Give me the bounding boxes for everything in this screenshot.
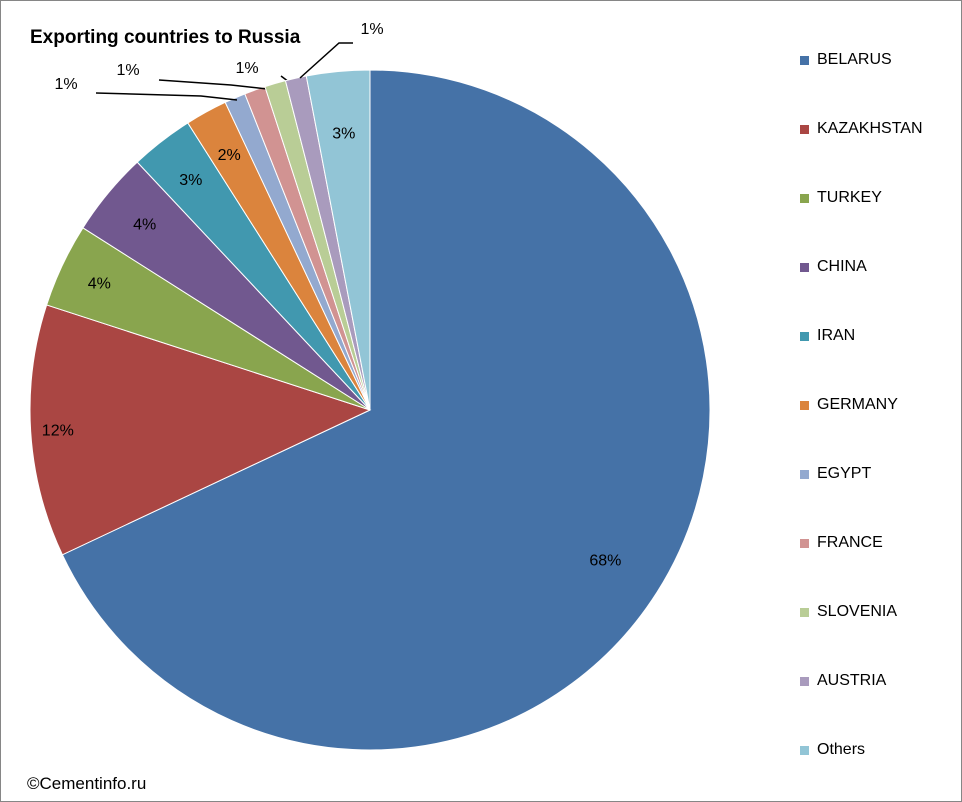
legend-swatch [800, 193, 809, 203]
legend-item-iran: IRAN [800, 325, 855, 347]
pie-slice-kazakhstan [29, 304, 372, 556]
legend-item-slovenia: SLOVENIA [800, 601, 897, 623]
legend-swatch [800, 331, 809, 341]
legend-item-austria: AUSTRIA [800, 670, 886, 692]
legend-item-egypt: EGYPT [800, 463, 871, 485]
legend-swatch [800, 538, 809, 548]
data-label-kazakhstan: 12% [42, 423, 74, 440]
legend-item-germany: GERMANY [800, 394, 898, 416]
legend-label: GERMANY [817, 396, 898, 413]
data-label-turkey: 4% [88, 276, 111, 293]
chart-title: Exporting countries to Russia [30, 27, 301, 48]
data-label-others: 3% [332, 125, 355, 142]
legend-label: AUSTRIA [817, 672, 887, 689]
legend-swatch [800, 262, 809, 272]
data-label-germany: 2% [218, 147, 241, 164]
legend-item-belarus: BELARUS [800, 49, 892, 71]
pie-slice-belarus [61, 69, 711, 751]
leader-line-france [158, 79, 268, 90]
legend-swatch [800, 400, 809, 410]
leader-line-egypt [95, 92, 238, 101]
legend-item-china: CHINA [800, 256, 867, 278]
legend-item-turkey: TURKEY [800, 187, 882, 209]
data-label-iran: 3% [179, 172, 202, 189]
legend-swatch [800, 469, 809, 479]
legend-swatch [800, 55, 809, 65]
legend-label: BELARUS [817, 51, 892, 68]
data-label-france: 1% [116, 62, 139, 79]
legend-swatch [800, 676, 809, 686]
data-label-china: 4% [133, 217, 156, 234]
data-label-belarus: 68% [589, 552, 621, 569]
leader-line-austria [299, 42, 353, 79]
legend-label: TURKEY [817, 189, 882, 206]
legend-label: SLOVENIA [817, 603, 898, 620]
legend-label: FRANCE [817, 534, 883, 551]
legend-swatch [800, 607, 809, 617]
data-label-austria: 1% [360, 21, 383, 38]
credit-text: ©Cementinfo.ru [27, 774, 147, 793]
legend-item-france: FRANCE [800, 532, 883, 554]
pie-slice-others [305, 69, 371, 411]
legend-label: Others [817, 741, 866, 758]
legend-item-others: Others [800, 739, 865, 761]
legend-label: IRAN [817, 327, 856, 344]
legend-label: EGYPT [817, 465, 872, 482]
data-label-egypt: 1% [54, 76, 77, 93]
legend-item-kazakhstan: KAZAKHSTAN [800, 118, 923, 140]
legend-swatch [800, 745, 809, 755]
data-label-slovenia: 1% [235, 60, 258, 77]
legend-label: KAZAKHSTAN [817, 120, 923, 137]
legend-swatch [800, 124, 809, 134]
legend-label: CHINA [817, 258, 867, 275]
